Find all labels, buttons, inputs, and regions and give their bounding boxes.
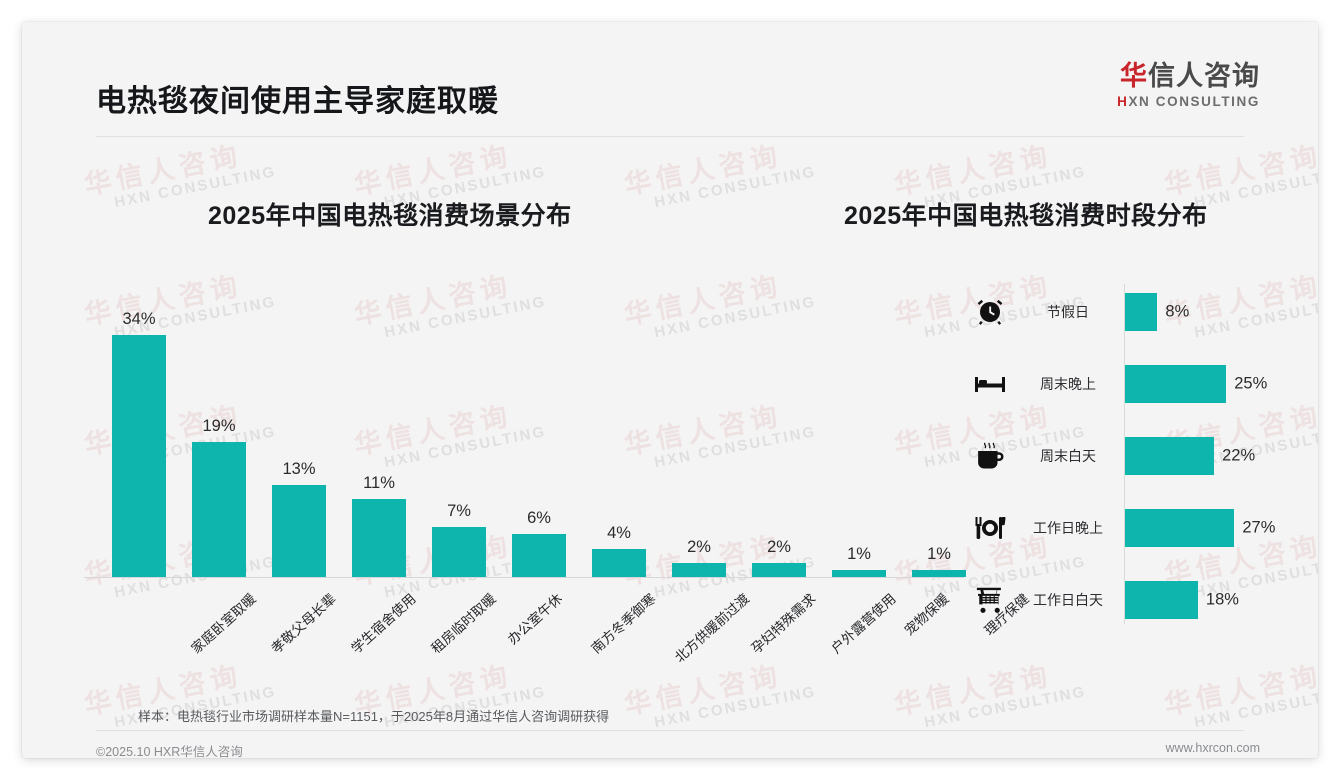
- horizontal-bar[interactable]: [1125, 509, 1235, 547]
- x-axis-line: [84, 577, 964, 578]
- chart-title-left: 2025年中国电热毯消费场景分布: [208, 202, 572, 230]
- column-bar[interactable]: [112, 335, 166, 577]
- alarm-clock-icon: [970, 292, 1010, 332]
- watermark-chinese: 华信人咨询: [1161, 660, 1318, 721]
- watermark-english: HXN CONSULTING: [1192, 163, 1318, 212]
- column-bar[interactable]: [752, 562, 806, 577]
- column-category-label: 户外露营使用: [828, 590, 899, 657]
- bar-category-label: 节假日: [1047, 304, 1089, 320]
- logo-english: HXN CONSULTING: [1117, 94, 1260, 109]
- column-bar[interactable]: [432, 527, 486, 577]
- horizontal-bar[interactable]: [1125, 365, 1227, 403]
- column-category-label: 北方供暖前过渡: [671, 590, 753, 666]
- logo-en-accent: H: [1117, 93, 1129, 109]
- column-value-label: 19%: [202, 416, 236, 435]
- logo-accent-char: 华: [1120, 61, 1148, 91]
- column-bar[interactable]: [912, 569, 966, 577]
- bar-row[interactable]: 工作日白天 18%: [960, 572, 1280, 628]
- column-bar[interactable]: [592, 548, 646, 577]
- bar-row[interactable]: 周末白天 22%: [960, 428, 1280, 484]
- column-value-label: 4%: [607, 523, 631, 542]
- shopping-cart-icon: [970, 580, 1010, 620]
- slide-card: 华信人咨询 HXN CONSULTING 华信人咨询 HXN CONSULTING 华信…: [22, 22, 1318, 758]
- column-category-label: 租房临时取暖: [428, 590, 499, 657]
- column-category-label: 宠物保暖: [901, 590, 952, 639]
- header-divider: [96, 136, 1244, 137]
- scenario-distribution-chart: 34% 19% 13% 11% 7% 6% 4% 2% 2% 1% 1% 家庭卧室取暖 孝敬父母长辈学…: [84, 282, 1032, 682]
- bar-value-label: 25%: [1234, 374, 1268, 393]
- horizontal-bar[interactable]: [1125, 581, 1198, 619]
- watermark-chinese: 华信人咨询: [351, 140, 515, 201]
- column-value-label: 11%: [363, 473, 395, 492]
- slide-header: 电热毯夜间使用主导家庭取暖 华信人咨询 HXN CONSULTING: [22, 22, 1318, 137]
- logo-rest-chars: 信人咨询: [1148, 61, 1260, 91]
- bed-icon: [970, 364, 1010, 404]
- horizontal-bar[interactable]: [1125, 293, 1158, 331]
- time-period-distribution-chart: 节假日 8% 周末晚上 25% 周末白天 22% 工作日晚上 27% 工作日白天 18%: [960, 284, 1280, 624]
- column-plot-area: 34% 19% 13% 11% 7% 6% 4% 2% 2% 1% 1%: [84, 282, 966, 578]
- bar-category-label: 周末白天: [1040, 448, 1096, 464]
- bar-category-label: 周末晚上: [1040, 376, 1096, 392]
- column-bar[interactable]: [512, 534, 566, 577]
- watermark-english: HXN CONSULTING: [652, 683, 818, 732]
- watermark-chinese: 华信人咨询: [621, 140, 785, 201]
- column-bar[interactable]: [352, 498, 406, 577]
- bar-category-label: 工作日晚上: [1033, 520, 1103, 536]
- column-value-label: 1%: [847, 544, 871, 563]
- column-bar[interactable]: [672, 562, 726, 577]
- column-value-label: 34%: [122, 310, 156, 329]
- column-value-label: 7%: [447, 502, 471, 521]
- column-value-label: 2%: [687, 537, 711, 556]
- chart-title-right: 2025年中国电热毯消费时段分布: [844, 202, 1208, 230]
- website-url[interactable]: www.hxrcon.com: [1165, 741, 1260, 755]
- column-category-label: 南方冬季御寒: [588, 590, 659, 657]
- watermark-chinese: 华信人咨询: [891, 140, 1055, 201]
- logo-en-rest: XN CONSULTING: [1128, 93, 1260, 109]
- copyright-text: ©2025.10 HXR华信人咨询: [96, 745, 243, 758]
- column-bar[interactable]: [192, 441, 246, 577]
- watermark-chinese: 华信人咨询: [1161, 140, 1318, 201]
- column-category-label: 孕妇特殊需求: [748, 590, 819, 657]
- bar-value-label: 22%: [1222, 446, 1256, 465]
- watermark-english: HXN CONSULTING: [1192, 683, 1318, 732]
- column-bar[interactable]: [272, 484, 326, 577]
- column-value-label: 6%: [527, 509, 551, 528]
- column-value-label: 1%: [927, 544, 951, 563]
- y-axis-line: [1124, 284, 1125, 624]
- watermark-chinese: 华信人咨询: [81, 140, 245, 201]
- bar-row[interactable]: 周末晚上 25%: [960, 356, 1280, 412]
- logo-chinese: 华信人咨询: [1117, 61, 1260, 92]
- column-category-label: 家庭卧室取暖: [188, 590, 259, 657]
- watermark-english: HXN CONSULTING: [652, 163, 818, 212]
- bar-value-label: 27%: [1242, 518, 1276, 537]
- bar-row[interactable]: 节假日 8%: [960, 284, 1280, 340]
- column-category-label: 办公室午休: [505, 590, 566, 648]
- footer-divider: [96, 730, 1244, 731]
- bar-category-label: 工作日白天: [1033, 592, 1103, 608]
- coffee-cup-icon: [970, 436, 1010, 476]
- bar-row[interactable]: 工作日晚上 27%: [960, 500, 1280, 556]
- column-value-label: 2%: [767, 537, 791, 556]
- watermark-english: HXN CONSULTING: [922, 683, 1088, 732]
- dinner-plate-icon: [970, 508, 1010, 548]
- column-value-label: 13%: [282, 459, 316, 478]
- column-bar[interactable]: [832, 569, 886, 577]
- horizontal-bar[interactable]: [1125, 437, 1215, 475]
- sample-footnote: 样本：电热毯行业市场调研样本量N=1151，于2025年8月通过华信人咨询调研获…: [138, 709, 610, 724]
- column-category-label: 孝敬父母长辈: [268, 590, 339, 657]
- brand-logo: 华信人咨询 HXN CONSULTING: [1117, 61, 1260, 109]
- bar-value-label: 8%: [1165, 302, 1190, 321]
- page-title: 电热毯夜间使用主导家庭取暖: [96, 85, 499, 118]
- column-category-label: 学生宿舍使用: [348, 590, 419, 657]
- bar-value-label: 18%: [1205, 590, 1239, 609]
